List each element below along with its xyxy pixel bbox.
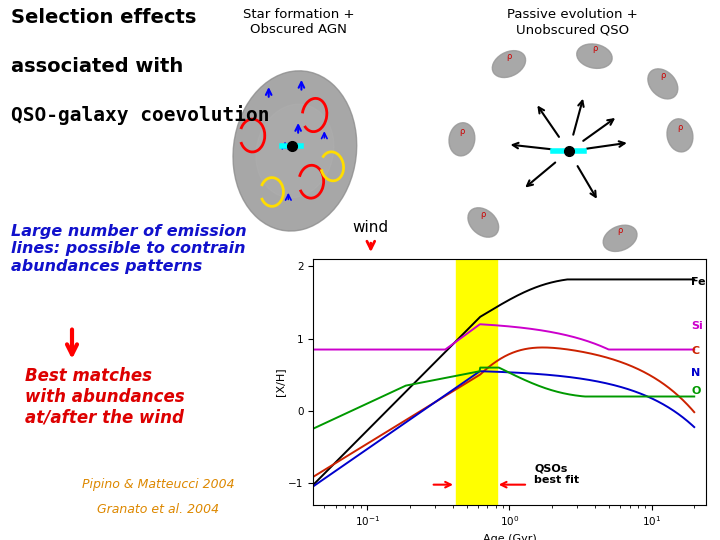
Text: wind: wind <box>353 220 389 235</box>
Text: ρ: ρ <box>459 127 464 136</box>
Text: associated with: associated with <box>11 57 183 76</box>
Text: ρ: ρ <box>660 71 665 80</box>
Text: Selection effects: Selection effects <box>11 8 196 27</box>
Text: Star formation +
Obscured AGN: Star formation + Obscured AGN <box>243 8 354 36</box>
Ellipse shape <box>492 51 526 78</box>
Ellipse shape <box>449 123 474 156</box>
Text: ρ: ρ <box>618 226 623 235</box>
Text: ρ: ρ <box>678 123 683 132</box>
Ellipse shape <box>667 119 693 152</box>
Text: Granato et al. 2004: Granato et al. 2004 <box>97 503 220 516</box>
Ellipse shape <box>233 71 356 231</box>
Text: Passive evolution +
Unobscured QSO: Passive evolution + Unobscured QSO <box>507 8 638 36</box>
Text: O: O <box>691 387 701 396</box>
Text: N: N <box>691 368 701 379</box>
X-axis label: Age (Gyr): Age (Gyr) <box>482 534 536 540</box>
Ellipse shape <box>468 208 499 237</box>
Text: Large number of emission
lines: possible to contrain
abundances patterns: Large number of emission lines: possible… <box>11 224 246 274</box>
Text: QSOs
best fit: QSOs best fit <box>534 464 580 485</box>
Text: ρ: ρ <box>592 44 597 52</box>
Text: Pipino & Matteucci 2004: Pipino & Matteucci 2004 <box>82 478 235 491</box>
Bar <box>456 259 497 505</box>
Ellipse shape <box>577 44 612 69</box>
Ellipse shape <box>648 69 678 99</box>
Text: Fe: Fe <box>691 278 706 287</box>
Text: ρ: ρ <box>481 210 486 219</box>
Text: QSO-galaxy coevolution: QSO-galaxy coevolution <box>11 105 269 125</box>
Text: C: C <box>691 346 700 356</box>
Text: Si: Si <box>691 321 703 330</box>
Text: ρ: ρ <box>506 51 512 60</box>
Ellipse shape <box>603 225 637 252</box>
Ellipse shape <box>256 104 334 198</box>
Y-axis label: [X/H]: [X/H] <box>275 368 285 396</box>
Text: Best matches
with abundances
at/after the wind: Best matches with abundances at/after th… <box>25 367 185 427</box>
